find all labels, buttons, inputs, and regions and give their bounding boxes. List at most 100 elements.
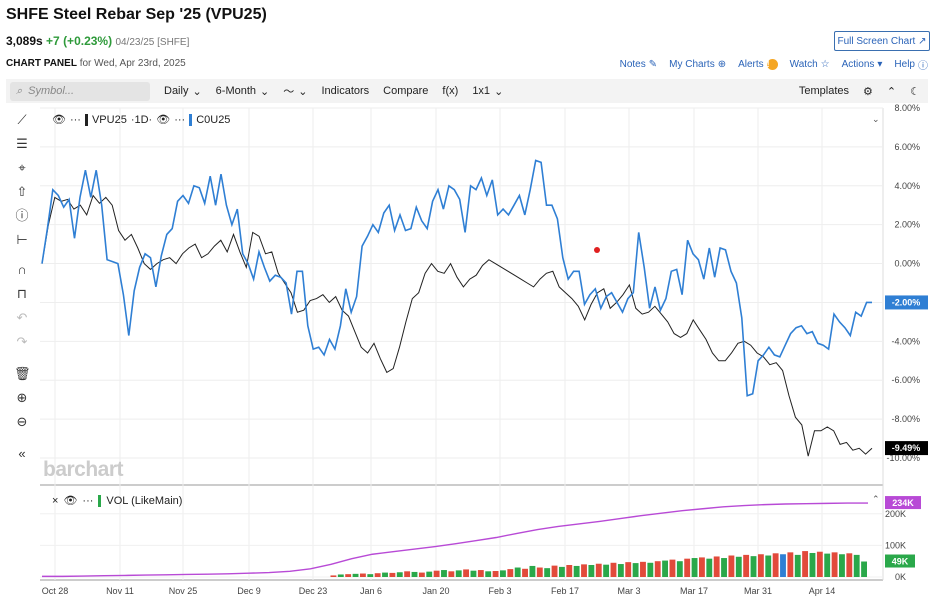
- volume-bar: [441, 570, 447, 577]
- y-tick-label: 8.00%: [894, 103, 920, 113]
- full-screen-label: Full Screen Chart: [837, 35, 916, 47]
- more-icon[interactable]: ···: [174, 113, 186, 126]
- vol-tick-label: 0K: [895, 572, 906, 582]
- barchart-watermark: barchart: [43, 458, 124, 481]
- y-tick-label: -10.00%: [886, 453, 920, 463]
- volume-bar: [477, 570, 484, 577]
- volume-bar: [802, 551, 809, 577]
- vol-last-tag-label: 49K: [892, 557, 909, 567]
- trendline-tool-icon[interactable]: ⟋: [17, 112, 27, 127]
- vol-last-tag: [885, 554, 915, 568]
- interval-dropdown[interactable]: Daily ⌄: [164, 85, 202, 98]
- chart-panel-label: CHART PANEL: [6, 58, 77, 69]
- volume-bar: [573, 565, 580, 577]
- templates-button[interactable]: Templates: [798, 85, 850, 97]
- eye-icon[interactable]: 👁: [52, 114, 66, 126]
- symbol-search-input[interactable]: ⌕ Symbol...: [10, 81, 150, 101]
- zoom-out-icon[interactable]: ⊖: [16, 414, 28, 429]
- layout-dropdown[interactable]: 1x1 ⌄: [472, 85, 503, 98]
- dark-mode-icon[interactable]: ☾: [910, 85, 920, 98]
- interval-label: Daily: [164, 85, 189, 97]
- volume-bar: [426, 571, 433, 577]
- shape-tool-icon[interactable]: ⌖: [18, 160, 26, 175]
- collapse-sidebar-icon[interactable]: «: [18, 446, 26, 461]
- chart-type-dropdown[interactable]: 〜 ⌄: [283, 83, 307, 99]
- volume-bar: [595, 563, 602, 577]
- volume-bar: [713, 556, 720, 577]
- my-charts-link[interactable]: My Charts ⊕: [669, 59, 726, 70]
- y-tick-label: -8.00%: [891, 414, 920, 424]
- fib-tool-icon[interactable]: ☰: [16, 136, 28, 151]
- chevron-down-icon: ⌄: [260, 85, 270, 98]
- full-screen-chart-button[interactable]: Full Screen Chart ↗: [834, 31, 930, 51]
- chevron-down-icon: ⌄: [494, 85, 504, 98]
- close-icon[interactable]: ×: [52, 494, 59, 507]
- main-symbol-label: VPU25: [91, 113, 127, 126]
- help-link[interactable]: Help ⓘ: [894, 57, 928, 72]
- arrow-tool-icon[interactable]: ⇧: [16, 184, 28, 199]
- volume-bar: [809, 552, 816, 577]
- volume-collapse-icon[interactable]: ⌃: [872, 494, 880, 504]
- undo-icon[interactable]: ↶: [16, 310, 28, 325]
- volume-bar: [861, 561, 867, 577]
- measure-tool-icon[interactable]: ⊢: [16, 232, 28, 247]
- volume-bar: [853, 554, 860, 577]
- redo-icon[interactable]: ↷: [16, 334, 28, 349]
- volume-bar: [389, 572, 396, 577]
- volume-bar: [839, 554, 845, 577]
- volume-bar: [625, 562, 632, 577]
- my-charts-label: My Charts: [669, 59, 715, 70]
- eye-icon[interactable]: 👁: [156, 114, 171, 126]
- volume-bar: [691, 558, 698, 577]
- volume-bar: [735, 556, 742, 577]
- notes-link[interactable]: Notes ✎: [620, 59, 658, 70]
- page-title: SHFE Steel Rebar Sep '25 (VPU25): [6, 6, 267, 23]
- volume-bar: [507, 569, 514, 577]
- chart-panel-heading: CHART PANEL for Wed, Apr 23rd, 2025: [6, 58, 186, 69]
- function-button[interactable]: f(x): [442, 85, 459, 97]
- volume-bar: [448, 571, 455, 577]
- eye-icon[interactable]: 👁: [63, 495, 78, 507]
- volume-legend: × 👁 ··· VOL (LikeMain): [52, 494, 182, 507]
- annotation-tool-icon[interactable]: ⓘ: [15, 208, 29, 223]
- compare-button[interactable]: Compare: [383, 85, 429, 97]
- volume-bar: [728, 555, 735, 577]
- collapse-up-icon[interactable]: ⌃: [886, 85, 897, 98]
- volume-bar: [485, 571, 492, 577]
- volume-bar: [684, 558, 691, 577]
- y-tick-label: 2.00%: [894, 220, 920, 230]
- x-tick-label: Mar 3: [617, 586, 640, 596]
- zoom-in-icon[interactable]: ⊕: [16, 390, 28, 405]
- lock-icon[interactable]: ⊓: [16, 286, 28, 301]
- more-icon[interactable]: ···: [69, 113, 81, 126]
- actions-label: Actions: [841, 59, 875, 70]
- x-tick-label: Feb 3: [488, 586, 511, 596]
- more-icon[interactable]: ···: [82, 494, 94, 507]
- magnet-icon[interactable]: ∩: [17, 262, 27, 277]
- volume-bar: [794, 554, 801, 577]
- pencil-icon: ✎: [648, 59, 658, 70]
- drawing-tools-sidebar: ⟋ ☰ ⌖ ⇧ ⓘ ⊢ ∩ ⊓ ↶ ↷ 🗑 ⊕ ⊖ «: [6, 108, 36, 468]
- indicators-button[interactable]: Indicators: [321, 85, 370, 97]
- volume-bar: [632, 563, 639, 577]
- y-tick-label: 0.00%: [894, 259, 920, 269]
- volume-bar: [566, 564, 573, 577]
- volume-bar: [367, 574, 374, 577]
- trash-icon[interactable]: 🗑: [14, 366, 31, 381]
- watch-link[interactable]: Watch ☆: [790, 59, 830, 70]
- main-last-value: -9.49%: [892, 443, 921, 453]
- volume-bar: [816, 551, 823, 577]
- volume-bar: [352, 573, 359, 577]
- volume-bar: [610, 562, 617, 577]
- range-dropdown[interactable]: 6-Month ⌄: [216, 85, 270, 98]
- gear-icon[interactable]: ⚙: [863, 85, 873, 98]
- x-tick-label: Jan 20: [422, 586, 449, 596]
- vol-tick-label: 200K: [885, 509, 906, 519]
- layout-label: 1x1: [472, 85, 491, 97]
- legend-collapse-icon[interactable]: ⌄: [872, 114, 880, 124]
- actions-menu[interactable]: Actions ▾: [842, 59, 883, 70]
- alerts-link[interactable]: Alerts!: [738, 59, 778, 70]
- volume-bar: [743, 554, 750, 577]
- volume-bar: [544, 568, 551, 577]
